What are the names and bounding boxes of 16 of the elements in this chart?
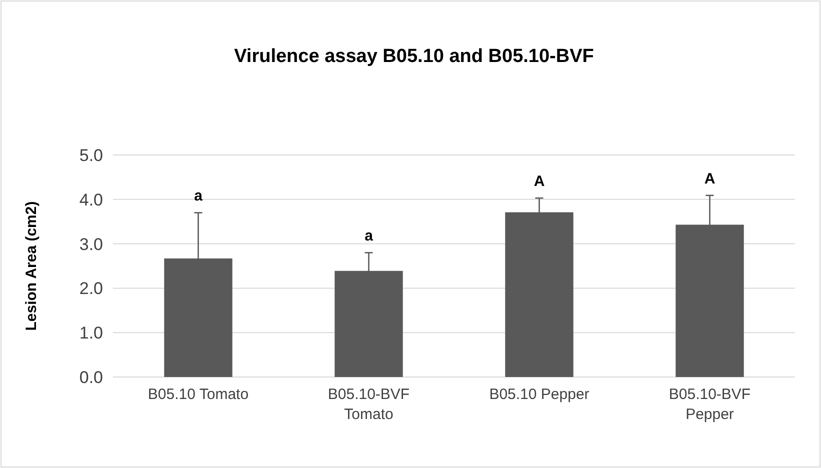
x-tick-label: B05.10 Pepper [489,386,590,403]
y-tick-label: 3.0 [79,234,103,254]
y-tick-label: 2.0 [79,279,103,298]
y-axis-title: Lesion Area (cm2) [23,201,40,331]
annotation: A [704,170,716,188]
annotation: A [534,173,545,190]
y-tick-label: 1.0 [79,324,103,343]
x-tick-label: B05.10-BVF Pepper [668,386,751,423]
y-tick-label: 0.0 [79,368,103,387]
x-tick-label: B05.10-BVF Tomato [328,386,410,423]
y-tick-label: 4.0 [79,190,103,210]
annotation: a [364,228,374,245]
annotation: a [194,188,204,205]
chart-title: Virulence assay B05.10 and B05.10-BVF [234,46,594,67]
x-tick-label: B05.10 Tomato [148,386,249,403]
y-tick-label: 5.0 [79,146,103,165]
